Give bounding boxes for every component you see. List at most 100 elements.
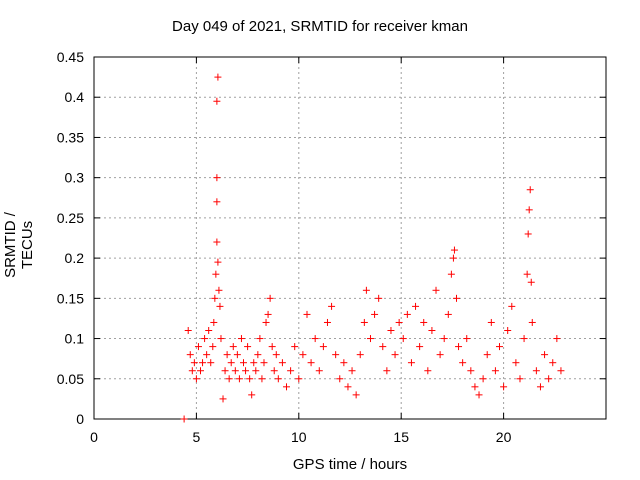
data-point [532, 367, 540, 375]
data-point [235, 375, 243, 383]
x-axis-label: GPS time / hours [292, 456, 408, 473]
data-point [210, 318, 218, 326]
data-point [362, 286, 370, 294]
data-point [479, 375, 487, 383]
data-point [420, 318, 428, 326]
data-point [557, 367, 565, 375]
data-point [526, 186, 534, 194]
data-point [219, 395, 227, 403]
data-point [315, 367, 323, 375]
data-point [371, 310, 379, 318]
data-point [250, 359, 258, 367]
data-point [283, 383, 291, 391]
data-point [213, 238, 221, 246]
data-point [440, 335, 448, 343]
data-point [262, 318, 270, 326]
data-point [407, 359, 415, 367]
x-tick-label: 20 [496, 429, 512, 445]
data-point [399, 335, 407, 343]
data-point [196, 367, 204, 375]
data-point [375, 294, 383, 302]
data-point [387, 327, 395, 335]
data-point [348, 367, 356, 375]
data-point [516, 375, 524, 383]
data-point [336, 375, 344, 383]
data-point [213, 198, 221, 206]
data-point [500, 383, 508, 391]
x-tick-label: 15 [393, 429, 409, 445]
data-point [192, 375, 200, 383]
data-point [467, 367, 475, 375]
data-point [449, 254, 457, 262]
data-point [278, 359, 286, 367]
y-tick-label: 0 [76, 411, 84, 427]
data-point [180, 415, 188, 423]
data-point [184, 327, 192, 335]
data-point [291, 343, 299, 351]
data-point [471, 383, 479, 391]
chart-title: Day 049 of 2021, SRMTID for receiver kma… [172, 18, 468, 35]
data-point [311, 335, 319, 343]
data-point [272, 351, 280, 359]
data-point [211, 294, 219, 302]
data-point [483, 351, 491, 359]
data-point [248, 391, 256, 399]
tick-labels: 0 0.05 0.1 0.15 0.2 0.25 0.3 0.35 0.4 0.45 0 5 10 15 2… [57, 49, 512, 445]
data-point [379, 343, 387, 351]
y-axis-label: SRMTID / TECUs [2, 212, 36, 278]
data-point [496, 343, 504, 351]
data-point [266, 294, 274, 302]
data-point [303, 310, 311, 318]
data-point [475, 391, 483, 399]
data-point [432, 286, 440, 294]
data-point [240, 359, 248, 367]
data-point [299, 351, 307, 359]
data-point [264, 310, 272, 318]
data-point [229, 343, 237, 351]
data-point [215, 286, 223, 294]
data-point [256, 335, 264, 343]
data-point [260, 359, 268, 367]
data-point [258, 375, 266, 383]
data-point [366, 335, 374, 343]
y-tick-label: 0.4 [65, 89, 85, 105]
data-point [356, 351, 364, 359]
plot-frame [93, 56, 607, 420]
data-point [352, 391, 360, 399]
data-point [268, 343, 276, 351]
y-tick-label: 0.2 [65, 250, 85, 266]
data-point [444, 310, 452, 318]
y-tick-label: 0.1 [65, 331, 85, 347]
data-point [188, 367, 196, 375]
data-point [319, 343, 327, 351]
data-point [214, 258, 222, 266]
data-point [221, 367, 229, 375]
data-point [525, 206, 533, 214]
data-point [340, 359, 348, 367]
data-point [416, 343, 424, 351]
data-point [527, 278, 535, 286]
data-point [323, 318, 331, 326]
data-point [225, 375, 233, 383]
data-point [186, 351, 194, 359]
data-point [412, 302, 420, 310]
data-point [287, 367, 295, 375]
y-tick-label: 0.15 [57, 290, 84, 306]
data-point [450, 246, 458, 254]
data-point [524, 230, 532, 238]
data-point [545, 375, 553, 383]
data-points [180, 73, 565, 423]
y-tick-label: 0.05 [57, 371, 84, 387]
data-point [307, 359, 315, 367]
data-point [508, 302, 516, 310]
y-tick-label: 0.35 [57, 129, 84, 145]
data-point [270, 367, 278, 375]
data-point [360, 318, 368, 326]
axes [93, 56, 607, 420]
data-point [536, 383, 544, 391]
data-point [295, 375, 303, 383]
data-point [246, 375, 254, 383]
data-point [344, 383, 352, 391]
data-point [447, 270, 455, 278]
